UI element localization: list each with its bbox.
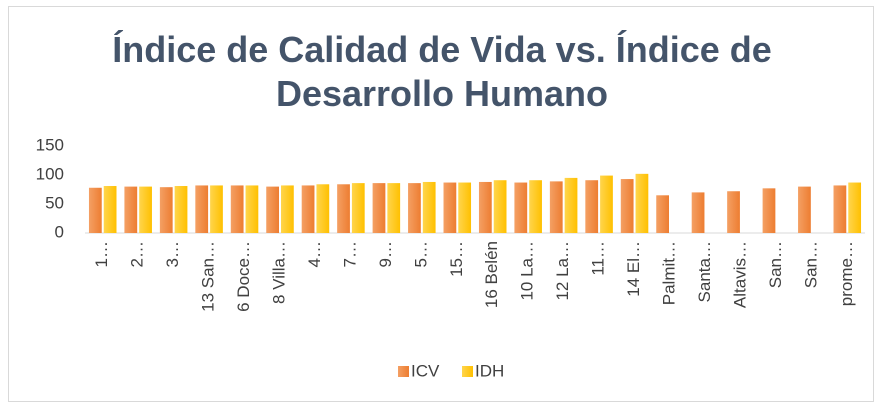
bar <box>529 180 542 233</box>
chart-title: Índice de Calidad de Vida vs. Índice de … <box>112 29 772 114</box>
bar <box>762 188 776 233</box>
bar <box>337 184 350 233</box>
y-tick-label: 150 <box>36 135 64 154</box>
x-tick-label: 13 San… <box>199 241 218 312</box>
bar <box>245 185 259 233</box>
bar <box>848 182 862 233</box>
x-tick-label: 8 Villa… <box>269 241 288 304</box>
bar <box>139 186 152 233</box>
x-tick-label: Santa… <box>695 241 714 302</box>
bar <box>174 186 188 233</box>
bar <box>281 185 294 233</box>
bar <box>88 187 102 233</box>
bar <box>387 183 401 233</box>
bar <box>124 186 138 233</box>
bar <box>478 181 492 233</box>
x-tick-label: 12 La… <box>553 241 572 301</box>
x-tick-label: 2… <box>128 241 147 267</box>
bar <box>103 186 117 233</box>
x-tick-label: 3… <box>163 241 182 267</box>
x-tick-label: prome… <box>837 241 856 306</box>
bar <box>493 180 507 233</box>
bar <box>727 191 740 233</box>
bar <box>600 175 613 233</box>
x-tick-label: San… <box>766 241 785 288</box>
bar <box>443 182 457 233</box>
bar <box>159 187 173 233</box>
bar <box>458 182 472 233</box>
bar <box>408 183 421 233</box>
x-tick-label: Altavis… <box>730 241 749 308</box>
x-tick-label: 11… <box>589 241 608 276</box>
bar <box>422 181 436 233</box>
x-tick-label: 7… <box>340 241 359 267</box>
bar <box>635 173 649 233</box>
bar <box>301 185 315 233</box>
legend-swatch <box>398 366 409 377</box>
x-tick-label: 6 Doce… <box>234 241 253 312</box>
legend-label: ICV <box>411 361 440 380</box>
x-tick-label: 1… <box>92 241 111 267</box>
x-tick-label: 9… <box>376 241 395 267</box>
chart-frame <box>8 6 874 402</box>
bar <box>351 183 365 233</box>
bar <box>549 181 563 233</box>
bar <box>798 186 811 233</box>
x-tick-label: Palmit… <box>659 241 678 305</box>
bar <box>691 192 705 233</box>
x-tick-label: 15… <box>447 241 466 277</box>
x-tick-label: 4… <box>305 241 324 267</box>
bar <box>620 179 634 233</box>
bar <box>564 177 578 233</box>
bar <box>833 185 847 233</box>
x-tick-label: San… <box>801 241 820 288</box>
bar <box>514 182 528 233</box>
legend-swatch <box>462 366 473 377</box>
bar <box>316 184 330 233</box>
x-tick-label: 10 La… <box>518 241 537 301</box>
x-tick-label: 14 El… <box>624 241 643 297</box>
bar <box>230 185 244 233</box>
y-tick-label: 0 <box>55 222 64 241</box>
y-tick-label: 50 <box>45 193 64 212</box>
x-tick-label: 16 Belén <box>482 241 501 308</box>
y-tick-label: 100 <box>36 164 64 183</box>
bar <box>195 185 209 233</box>
bar <box>656 195 669 233</box>
bar <box>372 183 386 233</box>
bar <box>585 180 599 233</box>
bar <box>210 185 223 233</box>
legend-label: IDH <box>475 361 504 380</box>
x-tick-label: 5… <box>411 241 430 267</box>
bar <box>266 186 279 233</box>
